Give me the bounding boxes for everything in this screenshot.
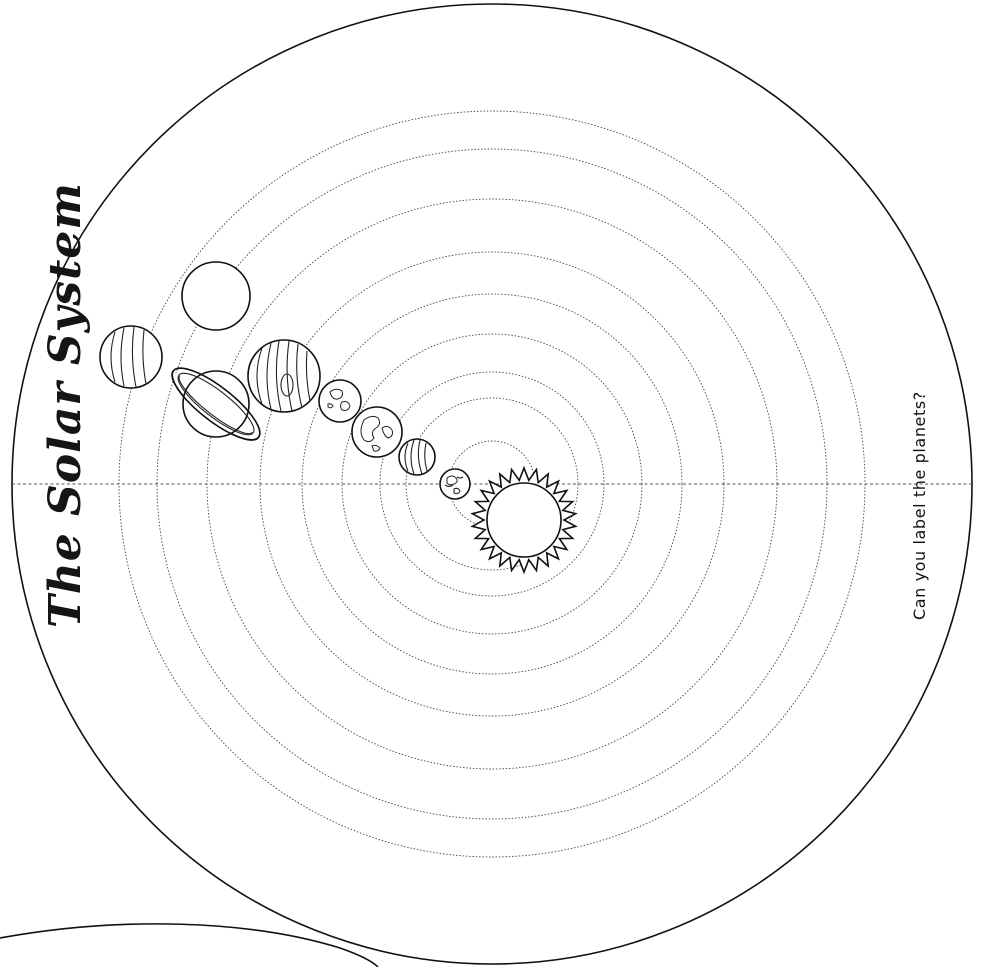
orbit-ring: [405, 397, 579, 571]
orbit-ring: [379, 371, 605, 597]
saturn-icon: [171, 367, 261, 441]
orbit-ring: [341, 333, 643, 635]
mercury-icon: [439, 468, 471, 500]
venus-icon: [398, 438, 436, 476]
sun-icon: [470, 465, 578, 575]
neptune-icon: [99, 325, 163, 389]
orbit-ring: [156, 148, 828, 820]
orbit-rings: [118, 110, 866, 858]
jupiter-icon: [247, 339, 321, 413]
earth-icon: [351, 406, 403, 458]
partial-disc-edge: [0, 923, 379, 967]
orbit-ring: [118, 110, 866, 858]
orbit-ring: [259, 251, 725, 717]
worksheet-question: Can you label the planets?: [910, 391, 929, 620]
page-title: The Solar System: [40, 182, 91, 628]
mars-icon: [318, 379, 362, 423]
uranus-icon: [181, 261, 251, 331]
orbit-ring: [301, 293, 683, 675]
orbit-ring: [206, 198, 778, 770]
